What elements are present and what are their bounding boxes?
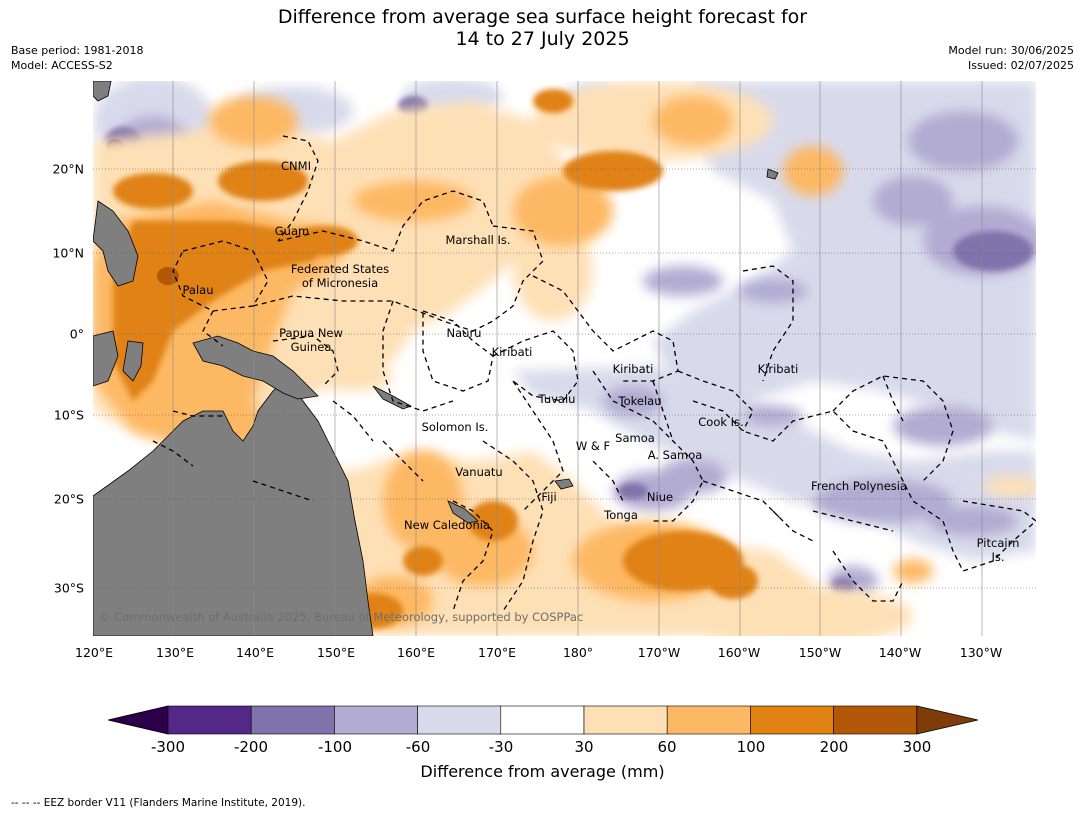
colorbar-segment	[417, 705, 502, 735]
map-title: Difference from average sea surface heig…	[0, 6, 1085, 50]
colorbar-tick: 200	[819, 738, 849, 756]
colorbar-tick: -30	[488, 738, 514, 756]
lon-tick: 170°W	[637, 645, 681, 660]
lon-tick: 150°E	[316, 645, 356, 660]
lat-tick: 10°S	[53, 407, 84, 423]
hawaii-islands	[766, 168, 779, 180]
meta-left: Base period: 1981-2018 Model: ACCESS-S2	[11, 43, 143, 73]
land-masses	[93, 81, 779, 636]
place-label-kiribati-central: Kiribati	[612, 362, 654, 376]
colorbar-tick: -300	[150, 738, 186, 756]
lon-tick: 150°W	[798, 645, 842, 660]
place-label-fsm: Federated States of Micronesia	[290, 262, 390, 290]
graticule	[93, 81, 1036, 636]
issued-date: Issued: 02/07/2025	[967, 59, 1074, 72]
place-label-cook-islands: Cook Is.	[698, 415, 744, 429]
max-anomaly-spot	[157, 267, 179, 285]
colorbar-tick: -100	[317, 738, 353, 756]
colorbar-segment	[167, 705, 252, 735]
colorbar-tick: 60	[657, 738, 677, 756]
lon-tick: 120°E	[74, 645, 114, 660]
colorbar-extend-high	[916, 705, 978, 735]
colorbar-tick: 100	[736, 738, 766, 756]
eez-borders	[152, 135, 1036, 612]
base-period: Base period: 1981-2018	[11, 44, 144, 57]
lon-tick: 180°	[562, 645, 594, 660]
map-canvas	[93, 81, 1036, 636]
place-label-pitcairn: Pitcairn Is.	[976, 536, 1020, 564]
colorbar-tick: 300	[902, 738, 932, 756]
place-label-fiji: Fiji	[541, 490, 557, 504]
place-label-marshall: Marshall Is.	[445, 233, 511, 247]
colorbar-tick: 30	[574, 738, 594, 756]
title-line-2: 14 to 27 July 2025	[455, 28, 630, 50]
place-label-tokelau: Tokelau	[618, 394, 662, 408]
place-label-cnmi: CNMI	[281, 159, 311, 173]
place-label-solomon-islands: Solomon Is.	[421, 420, 489, 434]
place-label-nauru: Nauru	[446, 326, 482, 340]
place-label-vanuatu: Vanuatu	[455, 465, 503, 479]
place-label-wallis-futuna: W & F	[575, 439, 611, 453]
place-label-kiribati-west: Kiribati	[491, 345, 533, 359]
place-label-french-polynesia: French Polynesia	[810, 479, 908, 493]
colorbar-extend-low	[108, 705, 169, 735]
colorbar-segment	[334, 705, 418, 735]
lon-tick: 170°E	[477, 645, 517, 660]
lat-tick: 20°S	[53, 491, 84, 507]
place-label-palau: Palau	[182, 283, 214, 297]
lat-tick: 20°N	[52, 161, 84, 177]
sulawesi-landmass	[122, 340, 144, 382]
colorbar-segment	[750, 705, 834, 735]
model-run: Model run: 30/06/2025	[948, 44, 1074, 57]
title-line-1: Difference from average sea surface heig…	[277, 6, 808, 28]
colorbar-segment	[250, 705, 335, 735]
australia-landmass	[93, 375, 374, 636]
place-label-niue: Niue	[646, 490, 674, 504]
lon-tick: 130°E	[155, 645, 195, 660]
fiji-landmass	[554, 478, 574, 490]
eez-footnote: -- -- -- EEZ border V11 (Flanders Marine…	[11, 797, 306, 809]
lon-tick: 160°E	[396, 645, 436, 660]
map-panel	[93, 81, 1036, 636]
new-guinea-landmass	[192, 335, 319, 400]
lat-tick: 10°N	[52, 245, 84, 261]
colorbar	[108, 705, 978, 735]
lon-tick: 130°W	[959, 645, 1003, 660]
colorbar-segment	[583, 705, 668, 735]
japan-tip	[93, 81, 112, 102]
place-label-kiribati-east: Kiribati	[757, 362, 799, 376]
lat-tick: 30°S	[53, 580, 84, 596]
place-label-tonga: Tonga	[604, 508, 638, 522]
place-label-tuvalu: Tuvalu	[538, 392, 576, 406]
colorbar-segment	[666, 705, 751, 735]
place-label-samoa: Samoa	[615, 431, 655, 445]
colorbar-segment	[833, 705, 918, 735]
lon-tick: 140°E	[235, 645, 275, 660]
place-label-guam: Guam	[274, 224, 310, 238]
colorbar-tick: -60	[405, 738, 431, 756]
philippines-landmass	[93, 200, 139, 287]
model-name: Model: ACCESS-S2	[11, 59, 113, 72]
lon-tick: 160°W	[717, 645, 761, 660]
new-caledonia-landmass	[447, 500, 479, 524]
lon-tick: 140°W	[878, 645, 922, 660]
place-label-american-samoa: A. Samoa	[647, 448, 703, 462]
place-label-png: Papua New Guinea	[279, 326, 343, 354]
colorbar-label: Difference from average (mm)	[420, 762, 665, 781]
place-label-new-caledonia: New Caledonia	[404, 518, 490, 532]
lat-tick: 0°	[69, 326, 84, 342]
colorbar-tick: -200	[233, 738, 269, 756]
meta-right: Model run: 30/06/2025 Issued: 02/07/2025	[948, 43, 1074, 73]
copyright-notice: © Commonwealth of Australia 2025, Bureau…	[99, 610, 584, 624]
colorbar-segments	[108, 705, 978, 735]
colorbar-segment	[500, 705, 585, 735]
borneo-landmass	[93, 330, 119, 387]
